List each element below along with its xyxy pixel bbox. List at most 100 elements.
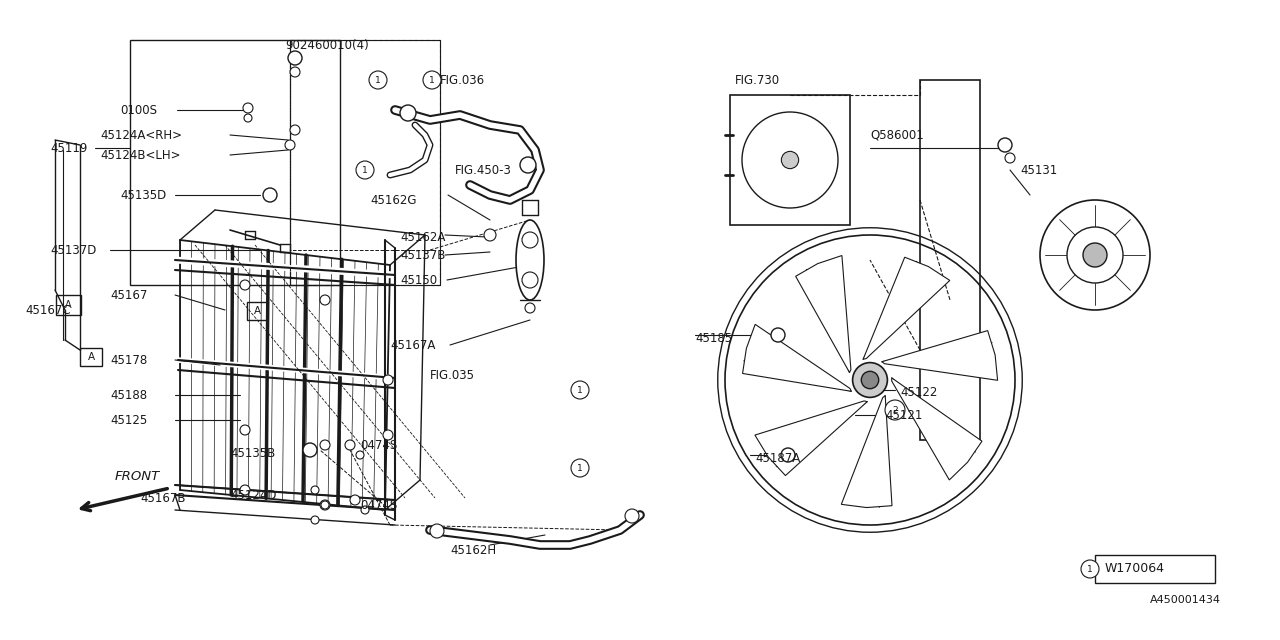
Polygon shape (799, 160, 823, 189)
Polygon shape (756, 168, 788, 188)
Bar (1094, 555, 1215, 583)
Text: FIG.450-3: FIG.450-3 (454, 163, 512, 177)
Text: 0474S: 0474S (360, 499, 397, 511)
Circle shape (742, 112, 838, 208)
Text: 45131: 45131 (1020, 163, 1057, 177)
Polygon shape (882, 331, 997, 380)
Text: 45137D: 45137D (50, 243, 96, 257)
Circle shape (430, 524, 444, 538)
Circle shape (349, 495, 360, 505)
Circle shape (383, 430, 393, 440)
Text: A: A (65, 300, 72, 310)
Ellipse shape (516, 220, 544, 300)
Bar (730, 95, 850, 225)
Circle shape (291, 125, 300, 135)
Bar (56, 295, 81, 315)
Text: A: A (87, 352, 95, 362)
Text: 0100S: 0100S (120, 104, 157, 116)
Bar (291, 40, 440, 285)
Text: 45187A: 45187A (755, 451, 800, 465)
Text: 902460010(4): 902460010(4) (285, 38, 369, 51)
Text: 1: 1 (362, 166, 367, 175)
Circle shape (998, 138, 1012, 152)
Text: 45162H: 45162H (451, 543, 497, 557)
Circle shape (285, 140, 294, 150)
Circle shape (1005, 153, 1015, 163)
Text: 1: 1 (577, 463, 582, 472)
Circle shape (303, 443, 317, 457)
Circle shape (320, 295, 330, 305)
Circle shape (311, 486, 319, 494)
Text: 45162G: 45162G (370, 193, 416, 207)
Circle shape (288, 51, 302, 65)
Circle shape (320, 440, 330, 450)
Text: 45185: 45185 (695, 332, 732, 344)
Polygon shape (755, 401, 868, 476)
Text: 45188: 45188 (110, 388, 147, 401)
Circle shape (861, 371, 878, 388)
Circle shape (311, 516, 319, 524)
Polygon shape (769, 123, 782, 156)
Polygon shape (751, 145, 782, 164)
Circle shape (781, 448, 795, 462)
Text: 45135B: 45135B (230, 447, 275, 460)
Text: A450001434: A450001434 (1149, 595, 1221, 605)
Text: 45124D: 45124D (230, 488, 276, 502)
Text: 0474S: 0474S (360, 438, 397, 451)
Text: 45162A: 45162A (401, 230, 445, 243)
Circle shape (525, 303, 535, 313)
Circle shape (369, 71, 387, 89)
Text: W170064: W170064 (1105, 563, 1165, 575)
Text: 45119: 45119 (50, 141, 87, 154)
Text: 45122: 45122 (900, 385, 937, 399)
Circle shape (852, 363, 887, 397)
Text: 45124B<LH>: 45124B<LH> (100, 148, 180, 161)
Text: FIG.036: FIG.036 (440, 74, 485, 86)
Circle shape (383, 375, 393, 385)
Circle shape (241, 425, 250, 435)
Text: 1: 1 (375, 76, 381, 84)
Polygon shape (742, 324, 851, 391)
Text: 1: 1 (429, 76, 435, 84)
Circle shape (571, 381, 589, 399)
Circle shape (1083, 243, 1107, 267)
Circle shape (771, 328, 785, 342)
Circle shape (262, 188, 276, 202)
Text: 45137B: 45137B (401, 248, 445, 262)
Text: 45167A: 45167A (390, 339, 435, 351)
Circle shape (361, 506, 369, 514)
Polygon shape (796, 255, 851, 372)
Text: 1: 1 (1087, 564, 1093, 573)
Text: 45125: 45125 (110, 413, 147, 426)
Circle shape (291, 67, 300, 77)
Polygon shape (783, 167, 796, 198)
Polygon shape (795, 147, 828, 158)
Circle shape (241, 280, 250, 290)
Circle shape (884, 400, 905, 420)
Polygon shape (841, 396, 892, 508)
Text: FRONT: FRONT (115, 470, 160, 483)
Circle shape (625, 509, 639, 523)
Bar (131, 40, 340, 285)
Circle shape (484, 229, 497, 241)
Text: 1: 1 (577, 385, 582, 394)
Circle shape (522, 272, 538, 288)
Circle shape (320, 500, 330, 510)
Text: 45167B: 45167B (140, 492, 186, 504)
Circle shape (520, 157, 536, 173)
Circle shape (244, 114, 252, 122)
Circle shape (356, 161, 374, 179)
Text: Q586001: Q586001 (870, 129, 924, 141)
Bar (291, 40, 440, 285)
Text: 45135D: 45135D (120, 189, 166, 202)
Circle shape (522, 232, 538, 248)
Polygon shape (892, 378, 982, 480)
Circle shape (243, 103, 253, 113)
Circle shape (321, 501, 329, 509)
Circle shape (1082, 560, 1100, 578)
Bar (920, 80, 980, 440)
Bar (81, 348, 102, 366)
Text: 45178: 45178 (110, 353, 147, 367)
Text: 45121: 45121 (884, 408, 923, 422)
Bar (247, 302, 268, 320)
